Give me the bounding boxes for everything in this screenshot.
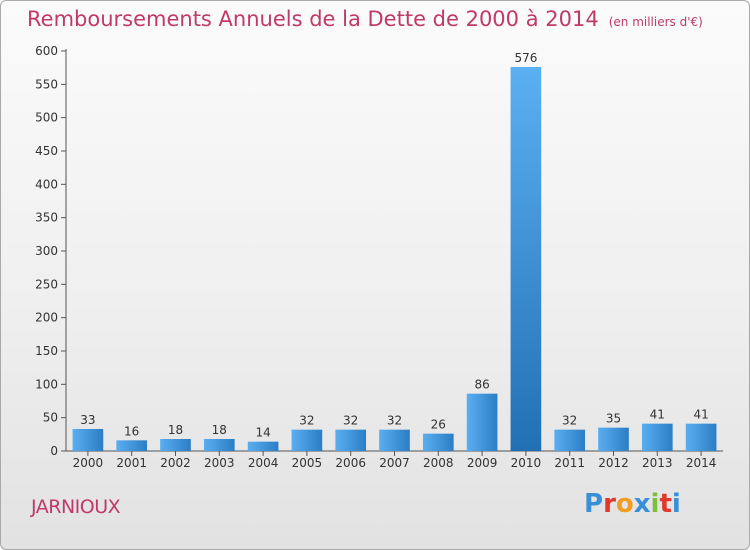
bar-2008 bbox=[422, 433, 454, 451]
logo-letter: r bbox=[603, 489, 616, 519]
x-tick-label-2001: 2001 bbox=[116, 456, 147, 470]
data-label-2010: 576 bbox=[514, 51, 537, 65]
y-tick-label: 450 bbox=[35, 144, 58, 158]
logo-letter: i bbox=[650, 489, 660, 519]
x-tick-label-2000: 2000 bbox=[73, 456, 104, 470]
y-tick-label: 150 bbox=[35, 344, 58, 358]
logo-letter: t bbox=[659, 489, 672, 519]
y-tick-label: 250 bbox=[35, 277, 58, 291]
data-label-2007: 32 bbox=[387, 414, 402, 428]
data-label-2011: 32 bbox=[562, 414, 577, 428]
data-label-2004: 14 bbox=[255, 426, 270, 440]
bar-2014 bbox=[685, 423, 717, 451]
x-tick-label-2003: 2003 bbox=[204, 456, 235, 470]
bar-2009 bbox=[466, 393, 498, 451]
chart-title-unit: (en milliers d'€) bbox=[608, 15, 703, 29]
logo-letter: o bbox=[615, 489, 634, 519]
bar-2013 bbox=[641, 423, 673, 451]
bar-2005 bbox=[291, 429, 323, 451]
bar-2000 bbox=[72, 429, 104, 451]
data-label-2014: 41 bbox=[693, 408, 708, 422]
x-tick-label-2006: 2006 bbox=[335, 456, 366, 470]
data-label-2002: 18 bbox=[168, 423, 183, 437]
y-tick-label: 400 bbox=[35, 177, 58, 191]
y-tick-label: 300 bbox=[35, 244, 58, 258]
data-label-2012: 35 bbox=[606, 412, 621, 426]
bar-2001 bbox=[116, 440, 148, 451]
y-tick-label: 550 bbox=[35, 77, 58, 91]
y-tick-label: 0 bbox=[50, 444, 58, 458]
logo-letter: i bbox=[671, 489, 681, 519]
bar-2010 bbox=[510, 67, 542, 451]
y-tick-label: 200 bbox=[35, 311, 58, 325]
bar-2007 bbox=[379, 429, 410, 451]
y-tick-label: 350 bbox=[35, 211, 58, 225]
logo-letter: x bbox=[633, 489, 651, 519]
x-tick-label-2013: 2013 bbox=[642, 456, 673, 470]
x-tick-label-2004: 2004 bbox=[248, 456, 279, 470]
x-tick-label-2009: 2009 bbox=[467, 456, 498, 470]
chart-title: Remboursements Annuels de la Dette de 20… bbox=[27, 7, 703, 31]
bar-2006 bbox=[335, 429, 367, 451]
bar-2003 bbox=[203, 439, 235, 451]
x-axis: 2000 2001 2002 2003 2004 2005 2006 2007 2008 2009… bbox=[66, 450, 723, 470]
data-label-2003: 18 bbox=[212, 423, 227, 437]
data-label-2009: 86 bbox=[474, 378, 489, 392]
x-tick-label-2008: 2008 bbox=[423, 456, 454, 470]
data-labels: 33 16 18 18 14 32 32 32 26 86 576 32 35 41 41 bbox=[80, 51, 708, 440]
x-tick-label-2011: 2011 bbox=[554, 456, 585, 470]
x-tick-label-2002: 2002 bbox=[160, 456, 191, 470]
x-tick-label-2005: 2005 bbox=[292, 456, 323, 470]
data-label-2001: 16 bbox=[124, 424, 139, 438]
data-label-2008: 26 bbox=[431, 418, 446, 432]
y-axis: 0 50 100 150 200 250 300 350 400 450 500 550 600 bbox=[35, 44, 67, 458]
x-tick-label-2007: 2007 bbox=[379, 456, 410, 470]
y-tick-label: 600 bbox=[35, 44, 58, 58]
bars bbox=[72, 67, 717, 451]
y-tick-label: 500 bbox=[35, 111, 58, 125]
y-tick-label: 100 bbox=[35, 377, 58, 391]
data-label-2006: 32 bbox=[343, 414, 358, 428]
x-tick-label-2012: 2012 bbox=[598, 456, 629, 470]
data-label-2013: 41 bbox=[650, 408, 665, 422]
bar-2004 bbox=[247, 441, 279, 451]
proxiti-logo[interactable]: Proxiti bbox=[584, 489, 681, 519]
bar-2002 bbox=[160, 439, 191, 451]
commune-name: JARNIOUX bbox=[31, 496, 121, 518]
data-label-2005: 32 bbox=[299, 414, 314, 428]
chart-title-main: Remboursements Annuels de la Dette de 20… bbox=[27, 7, 599, 31]
data-label-2000: 33 bbox=[80, 413, 95, 427]
bar-2012 bbox=[598, 427, 629, 451]
logo-letter: P bbox=[584, 489, 604, 519]
x-tick-label-2010: 2010 bbox=[511, 456, 542, 470]
y-tick-label: 50 bbox=[43, 411, 58, 425]
bar-2011 bbox=[554, 429, 586, 451]
x-tick-label-2014: 2014 bbox=[686, 456, 717, 470]
